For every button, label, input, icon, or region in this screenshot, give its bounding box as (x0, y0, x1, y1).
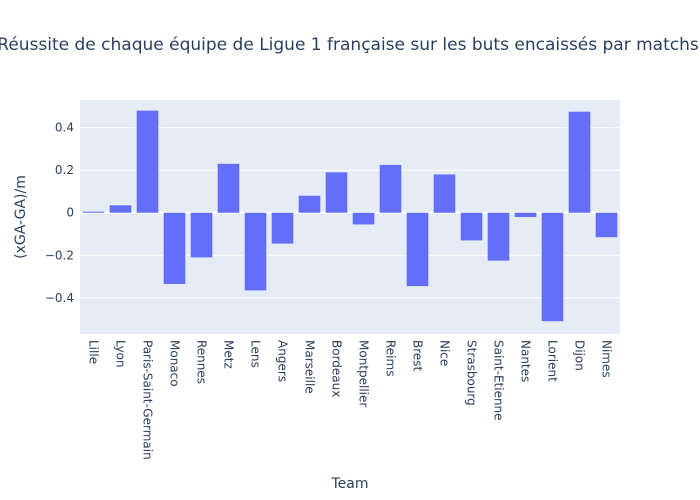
y-tick-label: 0 (66, 206, 74, 220)
bar-brest[interactable] (406, 212, 429, 287)
x-tick-label: Dijon (573, 340, 587, 371)
bar-paris-saint-germain[interactable] (136, 110, 159, 213)
bar-reims[interactable] (379, 164, 402, 213)
bar-rennes[interactable] (190, 212, 213, 258)
x-tick-label: Strasbourg (465, 340, 479, 406)
bar-bordeaux[interactable] (325, 172, 348, 213)
x-tick-label: Lyon (114, 340, 128, 368)
y-tick-label: 0.4 (55, 121, 74, 135)
bar-strasbourg[interactable] (460, 212, 483, 241)
plot-area (80, 100, 620, 334)
x-tick-label: Nantes (519, 340, 533, 382)
y-tick-label: −0.2 (45, 248, 74, 262)
x-tick-label: Reims (384, 340, 398, 376)
chart-title: Réussite de chaque équipe de Ligue 1 fra… (0, 35, 699, 55)
bar-lens[interactable] (244, 212, 267, 291)
bar-lyon[interactable] (109, 205, 132, 213)
bar-nimes[interactable] (595, 212, 618, 238)
x-tick-label: Lille (87, 340, 101, 364)
x-tick-label: Lorient (546, 340, 560, 382)
x-tick-label: Paris-Saint-Germain (141, 340, 155, 460)
x-tick-labels: Lille Lyon Paris-Saint-Germain Monaco Rennes… (87, 340, 614, 460)
bar-nantes[interactable] (514, 212, 537, 217)
bar-metz[interactable] (217, 163, 240, 213)
y-axis-title: (xGA-GA)/m (13, 175, 29, 259)
x-tick-label: Nimes (600, 340, 614, 378)
x-tick-label: Brest (411, 340, 425, 372)
bar-marseille[interactable] (298, 195, 321, 213)
x-tick-label: Lens (249, 340, 263, 368)
x-tick-label: Montpellier (357, 340, 371, 407)
x-tick-label: Saint-Etienne (492, 340, 506, 421)
x-tick-label: Rennes (195, 340, 209, 384)
x-tick-label: Monaco (168, 340, 182, 387)
bars (82, 110, 618, 322)
x-tick-label: Metz (222, 340, 236, 369)
x-tick-label: Angers (276, 340, 290, 382)
bar-lille[interactable] (82, 211, 105, 213)
bar-monaco[interactable] (163, 212, 186, 285)
bar-nice[interactable] (433, 174, 456, 213)
bar-montpellier[interactable] (352, 212, 375, 225)
y-tick-label: −0.4 (45, 291, 74, 305)
bar-dijon[interactable] (568, 111, 591, 213)
bar-saint-etienne[interactable] (487, 212, 510, 261)
x-axis-title: Team (330, 476, 368, 492)
bar-angers[interactable] (271, 212, 294, 244)
y-tick-label: 0.2 (55, 163, 74, 177)
x-tick-label: Nice (438, 340, 452, 366)
x-tick-label: Marseille (303, 340, 317, 394)
x-tick-label: Bordeaux (330, 340, 344, 397)
bar-lorient[interactable] (541, 212, 564, 322)
y-tick-labels: −0.4 −0.2 0 0.2 0.4 (45, 121, 74, 305)
